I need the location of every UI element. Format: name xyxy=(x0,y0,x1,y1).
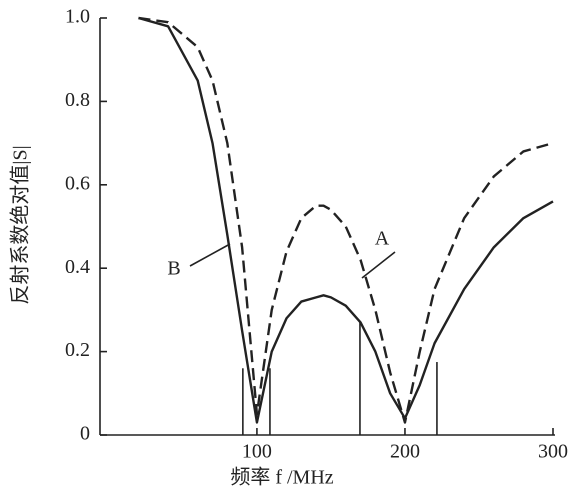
series-label: A xyxy=(375,228,390,250)
x-tick-label: 300 xyxy=(538,441,568,463)
y-tick-label: 0.2 xyxy=(65,339,90,361)
series-line xyxy=(138,16,554,424)
leader-line xyxy=(189,243,231,267)
x-tick-label: 200 xyxy=(390,441,420,463)
series-label: B xyxy=(167,258,180,280)
y-tick-label: 1.0 xyxy=(65,6,90,28)
y-tick-label: 0.4 xyxy=(65,256,90,278)
x-axis-label: 频率 f /MHz xyxy=(230,466,333,489)
leader-line xyxy=(361,251,396,279)
y-tick-label: 0.6 xyxy=(65,172,90,194)
x-tick-label: 100 xyxy=(242,441,272,463)
y-axis-label: 反射系数绝对值|S| xyxy=(9,145,32,304)
y-tick-label: 0.8 xyxy=(65,89,90,111)
series-line xyxy=(138,16,554,424)
y-tick-label: 0 xyxy=(80,423,90,445)
